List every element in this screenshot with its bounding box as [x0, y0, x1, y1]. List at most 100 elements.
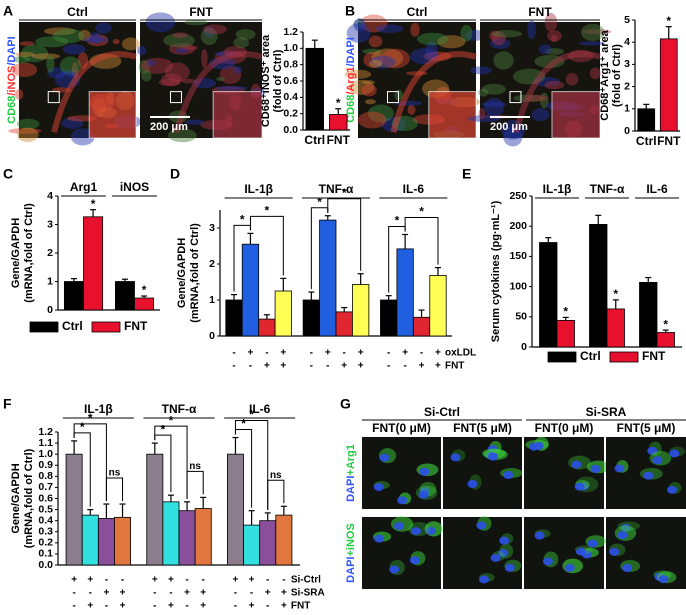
panel-letter: B — [345, 3, 355, 19]
treatment-sign: + — [435, 361, 441, 372]
error-bar — [247, 232, 254, 245]
error-bar — [311, 39, 318, 49]
significance-label: * — [342, 186, 347, 200]
tissue-signal — [460, 24, 473, 42]
treatment-sign: + — [168, 601, 174, 612]
tissue-signal — [46, 54, 55, 73]
tissue-signal — [478, 108, 486, 120]
y-tick-label: 0.2 — [283, 107, 298, 119]
bar — [275, 514, 293, 566]
tissue-signal — [20, 44, 49, 63]
y-tick-label: 100 — [509, 280, 527, 292]
stain-label: DAPI+Arg1 — [345, 444, 357, 502]
cell-nucleus — [542, 557, 553, 566]
cell-nucleus — [478, 575, 489, 584]
y-tick-label: 1 — [47, 275, 53, 287]
treatment-sign: - — [121, 575, 124, 586]
y-tick-label: 0.4 — [283, 91, 298, 103]
tissue-signal — [364, 99, 376, 105]
bar — [97, 518, 115, 566]
y-tick-label: 2 — [624, 80, 630, 92]
treatment-sign: - — [387, 361, 390, 372]
bar — [226, 453, 244, 566]
significance-label: * — [663, 317, 668, 331]
significance-label: * — [563, 305, 568, 319]
tissue-signal — [369, 59, 383, 68]
error-bar — [595, 214, 602, 225]
treatment-sign: + — [281, 588, 287, 599]
tissue-signal — [538, 44, 552, 55]
tissue-signal — [348, 79, 375, 95]
group-label: iNOS — [120, 180, 149, 194]
y-axis-label: (mRNA,fold of Ctrl) — [189, 223, 201, 323]
treatment-sign: - — [105, 575, 108, 586]
y-tick-label: 0.3 — [38, 526, 53, 538]
error-bar — [248, 510, 255, 526]
cell-nucleus — [499, 536, 510, 545]
tissue-signal — [550, 34, 558, 43]
error-bar — [184, 501, 191, 511]
micrograph — [467, 12, 612, 147]
cell-image — [443, 516, 522, 589]
significance-label: * — [317, 195, 322, 209]
error-bar — [280, 505, 287, 516]
tissue-signal — [410, 22, 420, 37]
cell-nucleus — [575, 547, 586, 556]
tissue-signal — [491, 31, 506, 46]
bar — [589, 223, 608, 348]
condition-label: FNT — [528, 5, 552, 19]
tissue-signal — [168, 42, 196, 55]
legend-label: Ctrl — [580, 349, 601, 363]
error-bar — [232, 436, 239, 455]
y-tick-label: 3 — [624, 58, 630, 70]
significance-bracket — [73, 423, 107, 502]
error-bar — [612, 299, 619, 309]
tissue-signal — [62, 44, 86, 55]
error-bar — [121, 278, 128, 282]
error-bar — [119, 503, 126, 518]
legend-label: FNT — [124, 319, 148, 333]
tissue-signal — [437, 35, 466, 49]
y-tick-label: 0.6 — [38, 492, 53, 504]
error-bar — [280, 277, 287, 291]
cell-nucleus — [622, 563, 633, 572]
significance-label: * — [613, 287, 618, 301]
treatment-sign: - — [234, 588, 237, 599]
treatment-sign: + — [200, 601, 206, 612]
treatment-sign: + — [280, 348, 286, 359]
tissue-signal — [491, 29, 523, 38]
cell-nucleus — [590, 464, 601, 473]
y-axis-label: (fold of Ctrl) — [611, 44, 623, 107]
significance-bracket — [105, 477, 124, 502]
tissue-signal — [369, 55, 396, 69]
y-tick-label: 1 — [624, 103, 630, 115]
cell-nucleus — [614, 464, 625, 473]
tissue-signal — [141, 69, 152, 82]
tissue-signal — [215, 85, 248, 91]
cell-nucleus — [467, 479, 478, 488]
stain-part: DAPI — [345, 557, 357, 583]
significance-label: * — [395, 214, 400, 228]
tissue-signal — [163, 33, 196, 48]
tissue-signal — [12, 62, 38, 77]
tissue-signal — [112, 38, 120, 45]
treatment-sign: - — [266, 601, 269, 612]
group-label: TNF-α — [590, 182, 625, 196]
column-label: FNT(5 μM) — [453, 421, 512, 435]
treatment-sign: - — [266, 575, 269, 586]
error-bar — [341, 306, 348, 312]
group-label: IL-6 — [646, 182, 668, 196]
inset-marker — [509, 91, 522, 104]
y-axis-label: Gene/GAPDH — [10, 218, 22, 288]
significance-label: * — [336, 96, 341, 110]
tissue-signal — [43, 27, 76, 36]
treatment-sign: + — [435, 348, 441, 359]
cell-nucleus — [534, 531, 545, 540]
treatment-sign: - — [232, 348, 235, 359]
tissue-signal — [146, 59, 156, 67]
inset-zoom — [428, 91, 477, 139]
tissue-signal — [545, 48, 564, 55]
treatment-sign: + — [120, 588, 126, 599]
significance-label: * — [666, 14, 671, 28]
tissue-signal — [16, 118, 40, 130]
